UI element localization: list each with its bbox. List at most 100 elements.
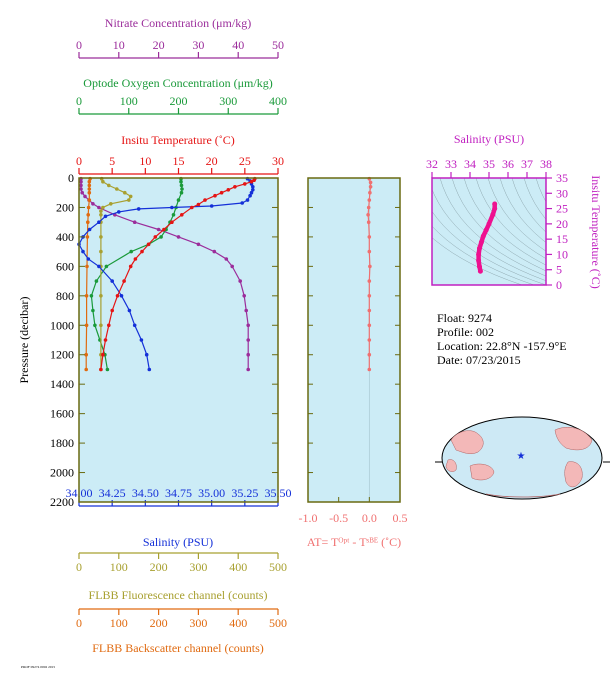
temperature-series-point (203, 198, 207, 202)
nitrate-series-point (176, 235, 181, 239)
delta-t-tick-label: -0.5 (329, 511, 348, 525)
ts-temperature-tick-label: 0 (556, 278, 562, 292)
pressure-tick-label: 1800 (50, 436, 74, 450)
ts-point (477, 268, 483, 274)
main-plot-frame (78, 177, 279, 503)
location-map: ★ (435, 416, 610, 500)
delta-t-point (367, 294, 372, 298)
nitrate-axis-tick-label: 50 (272, 38, 284, 52)
nitrate-series-point (246, 352, 250, 357)
temperature-axis-tick-label: 10 (139, 154, 151, 168)
nitrate-series-point (156, 227, 161, 232)
ts-point (477, 264, 482, 270)
oxygen-series-point (94, 279, 99, 283)
salinity-series-point (209, 204, 214, 208)
fluorescence-axis-tick-label: 400 (229, 560, 247, 574)
salinity-series-point (170, 205, 174, 210)
fluorescence-series-point (127, 198, 131, 202)
oxygen-series-point (89, 294, 94, 298)
ts-salinity-axis-label: Salinity (PSU) (454, 132, 524, 146)
ts-point (476, 251, 482, 257)
delta-t-tick-label: 0.5 (393, 511, 408, 525)
fluorescence-series-point (101, 205, 105, 210)
oxygen-series-point (179, 183, 184, 188)
ts-salinity-tick-label: 36 (502, 157, 514, 171)
delta-t-point (366, 220, 371, 224)
oxygen-axis-tick-label: 200 (170, 94, 188, 108)
pressure-tick-label: 1600 (50, 407, 74, 421)
temperature-series-point (146, 242, 151, 247)
temperature-series-point (99, 367, 103, 372)
delta-t-point (366, 213, 370, 217)
ts-temperature-tick-label: 5 (556, 263, 562, 277)
delta-t-frame (307, 177, 401, 503)
nitrate-series-point (79, 187, 83, 191)
salinity-axis-tick-label: 35.25 (231, 486, 258, 500)
fluorescence-axis-label: FLBB Fluorescence channel (counts) (89, 588, 268, 602)
delta-t-tick-label: 0.0 (362, 511, 377, 525)
delta-t-axis-label: AT= Tᴼᵖᵗ - Tˢᴮᴱ (˚C) (307, 535, 401, 549)
fluorescence-series-point (123, 190, 127, 195)
fluorescence-axis-tick-label: 200 (150, 560, 168, 574)
pressure-tick-label: 200 (56, 200, 74, 214)
temperature-axis-tick-label: 30 (272, 154, 284, 168)
nitrate-series-point (83, 194, 87, 199)
backscatter-series-point (84, 367, 88, 372)
backscatter-series-point (87, 187, 92, 191)
temperature-series-point (140, 249, 144, 254)
nitrate-axis-tick-label: 20 (153, 38, 165, 52)
main-plot-area (79, 178, 278, 502)
ts-density-contour (560, 178, 616, 285)
ts-point (490, 212, 496, 218)
nitrate-series-point (91, 202, 95, 206)
backscatter-series-point (85, 235, 90, 239)
fluorescence-series-point (99, 294, 103, 298)
temperature-axis-tick-label: 20 (206, 154, 218, 168)
pressure-tick-label: 2000 (50, 466, 74, 480)
backscatter-axis-tick-label: 500 (269, 616, 287, 630)
pressure-tick-label: 1400 (50, 377, 74, 391)
temperature-series-point (170, 220, 174, 224)
salinity-series-point (119, 294, 124, 298)
delta-t-point (368, 264, 372, 269)
salinity-axis-tick-label: 34.25 (99, 486, 126, 500)
nitrate-series-point (246, 323, 250, 328)
temperature-series-point (103, 338, 108, 342)
backscatter-series-point (86, 205, 91, 210)
delta-t-point (367, 249, 372, 254)
backscatter-series-point (86, 220, 90, 224)
temperature-series-point (133, 257, 138, 261)
map-land-north-america (554, 427, 593, 451)
ts-density-contour (432, 188, 546, 281)
fluorescence-series-point (101, 179, 105, 184)
ts-density-contour (432, 225, 535, 285)
ts-salinity-tick-label: 32 (426, 157, 438, 171)
nitrate-series-point (196, 242, 201, 247)
temperature-series-point (122, 279, 126, 283)
salinity-axis-tick-label: 34.75 (165, 486, 192, 500)
nitrate-series-point (246, 367, 250, 372)
ts-temperature-tick-label: 15 (556, 232, 568, 246)
ts-point (476, 258, 482, 263)
temperature-series-point (153, 235, 158, 239)
float-location-marker: ★ (517, 451, 526, 462)
delta-t-point (367, 198, 372, 202)
pressure-tick-label: 600 (56, 259, 74, 273)
temperature-series-point (219, 190, 224, 195)
oxygen-axis-tick-label: 0 (76, 94, 82, 108)
pressure-axis-label: Pressure (decibar) (17, 297, 31, 384)
oxygen-series-point (179, 179, 183, 184)
temperature-series-point (128, 264, 133, 269)
ts-density-contour (432, 210, 546, 285)
temperature-axis-tick-label: 15 (173, 154, 185, 168)
salinity-series-point (86, 257, 91, 261)
delta-t-point (367, 338, 372, 342)
ts-density-contours (432, 178, 616, 285)
temperature-series-point (213, 193, 217, 198)
nitrate-series-point (80, 190, 84, 195)
pressure-tick-label: 0 (68, 171, 74, 185)
temperature-series-point (226, 188, 231, 192)
ts-density-contour (535, 178, 546, 203)
fluorescence-axis-tick-label: 500 (269, 560, 287, 574)
